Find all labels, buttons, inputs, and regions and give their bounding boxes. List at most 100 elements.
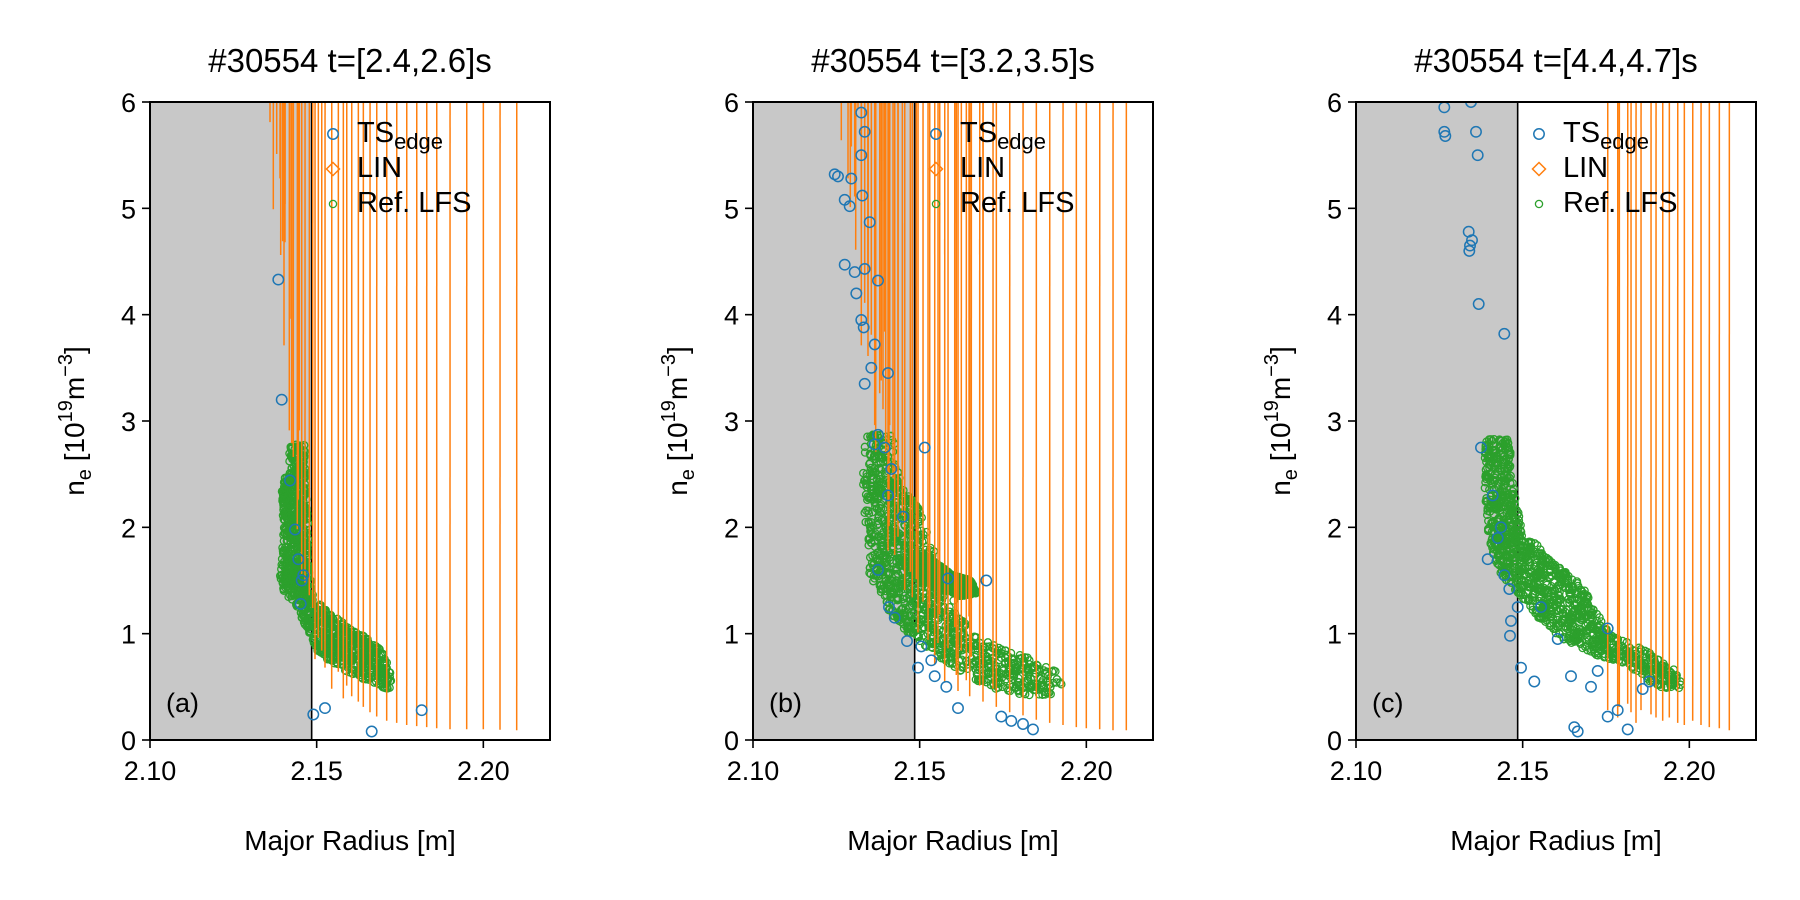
x-tick-label: 2.20 xyxy=(457,756,510,786)
ref-lfs-point xyxy=(1494,443,1504,453)
ts-edge-point xyxy=(872,274,884,287)
y-tick-label: 0 xyxy=(724,726,739,756)
ref-lfs-point xyxy=(1565,623,1575,633)
inner-shaded-region xyxy=(150,102,312,740)
plot-area xyxy=(753,102,1128,740)
legend-marker-ts-edge xyxy=(930,128,942,140)
ref-lfs-point xyxy=(867,539,876,548)
ts-edge-point xyxy=(942,572,954,585)
ref-lfs-point xyxy=(895,529,904,539)
ref-lfs-point xyxy=(1484,460,1494,469)
ref-lfs-point xyxy=(901,579,911,588)
ref-lfs-point xyxy=(879,527,888,537)
ref-lfs-point xyxy=(895,584,904,593)
ref-lfs-point xyxy=(860,448,870,457)
ref-lfs-point xyxy=(870,550,880,559)
legend-label-main: Ref. LFS xyxy=(357,187,471,219)
ref-lfs-point xyxy=(298,516,308,526)
ref-lfs-point xyxy=(898,558,908,568)
ts-edge-point xyxy=(297,569,310,582)
y-axis-label-part: n xyxy=(59,480,90,496)
ref-lfs-point xyxy=(1510,499,1519,509)
ts-edge-point xyxy=(901,635,913,648)
ref-lfs-point xyxy=(279,545,289,555)
ref-lfs-point xyxy=(1581,598,1590,607)
ts-edge-point xyxy=(918,441,931,454)
ref-lfs-point xyxy=(865,449,875,459)
ref-lfs-point xyxy=(1500,524,1510,534)
ts-edge-point xyxy=(928,670,941,683)
ref-lfs-point xyxy=(1508,527,1518,537)
ref-lfs-point xyxy=(860,476,869,485)
y-axis-label-part: ] xyxy=(59,346,90,354)
y-tick-label: 6 xyxy=(121,88,136,118)
ref-lfs-point xyxy=(1490,497,1500,506)
legend-label-main: LIN xyxy=(357,152,402,184)
ref-lfs-point xyxy=(1051,667,1060,676)
ref-lfs-point xyxy=(984,659,993,669)
ref-lfs-point xyxy=(994,649,1004,659)
ref-lfs-point xyxy=(1043,688,1052,698)
ref-lfs-point xyxy=(1562,598,1572,608)
ref-lfs-point xyxy=(325,619,335,628)
legend-label-main: Ref. LFS xyxy=(960,187,1074,219)
ref-lfs-point xyxy=(1507,508,1516,517)
ref-lfs-point xyxy=(1535,584,1545,594)
ref-lfs-point xyxy=(1486,435,1496,444)
y-axis-label-part: −3 xyxy=(658,354,680,377)
ref-lfs-point xyxy=(945,602,954,612)
plot-area xyxy=(150,102,518,740)
y-axis-label: ne [1019m−3] xyxy=(55,346,96,496)
ts-edge-point xyxy=(855,149,868,162)
ts-edge-point xyxy=(882,489,894,502)
ref-lfs-point xyxy=(900,598,910,608)
ref-lfs-point xyxy=(1593,635,1602,644)
ts-edge-point xyxy=(888,611,901,624)
ref-lfs-point xyxy=(341,624,351,634)
lin-series xyxy=(840,102,1128,731)
x-tick-label: 2.15 xyxy=(290,756,343,786)
ref-lfs-point xyxy=(290,506,300,516)
ref-lfs-point xyxy=(1514,516,1524,525)
lin-series xyxy=(269,102,518,731)
ref-lfs-point xyxy=(886,575,896,585)
ts-edge-point xyxy=(294,597,307,610)
ref-lfs-point xyxy=(1505,450,1515,460)
y-axis-label-part: m xyxy=(662,377,693,400)
ts-edge-point xyxy=(1027,723,1039,736)
ref-lfs-point xyxy=(285,512,295,521)
ref-lfs-point xyxy=(279,586,289,596)
ts-edge-point xyxy=(292,553,305,566)
ref-lfs-point xyxy=(287,591,297,601)
x-tick-label: 2.10 xyxy=(124,756,177,786)
ref-lfs-point xyxy=(864,506,873,516)
ts-edge-point xyxy=(940,680,953,693)
ref-lfs-point xyxy=(279,486,289,496)
ref-lfs-point xyxy=(1560,583,1570,593)
ts-edge-point xyxy=(843,200,856,213)
ref-lfs-point xyxy=(998,682,1007,692)
ref-lfs-point xyxy=(1588,608,1597,617)
ref-lfs-point xyxy=(861,517,870,527)
ref-lfs-point xyxy=(928,637,938,647)
ref-lfs-point xyxy=(990,663,999,672)
ref-lfs-point xyxy=(1504,446,1513,455)
ref-lfs-point xyxy=(866,523,875,532)
legend-label-ref: Ref. LFS xyxy=(357,187,471,219)
ref-lfs-point xyxy=(973,676,983,686)
x-axis-label: Major Radius [m] xyxy=(244,825,456,856)
ref-lfs-point xyxy=(360,656,369,665)
legend-label-main: TS xyxy=(357,117,394,149)
ts-edge-point xyxy=(863,216,876,229)
ref-lfs-point xyxy=(1489,446,1499,455)
ref-lfs-point xyxy=(284,584,294,593)
ref-lfs-point xyxy=(922,642,931,651)
ref-lfs-point xyxy=(1666,667,1675,677)
ref-lfs-point xyxy=(866,526,875,536)
ref-lfs-point xyxy=(901,604,910,613)
ref-lfs-point xyxy=(298,609,307,619)
